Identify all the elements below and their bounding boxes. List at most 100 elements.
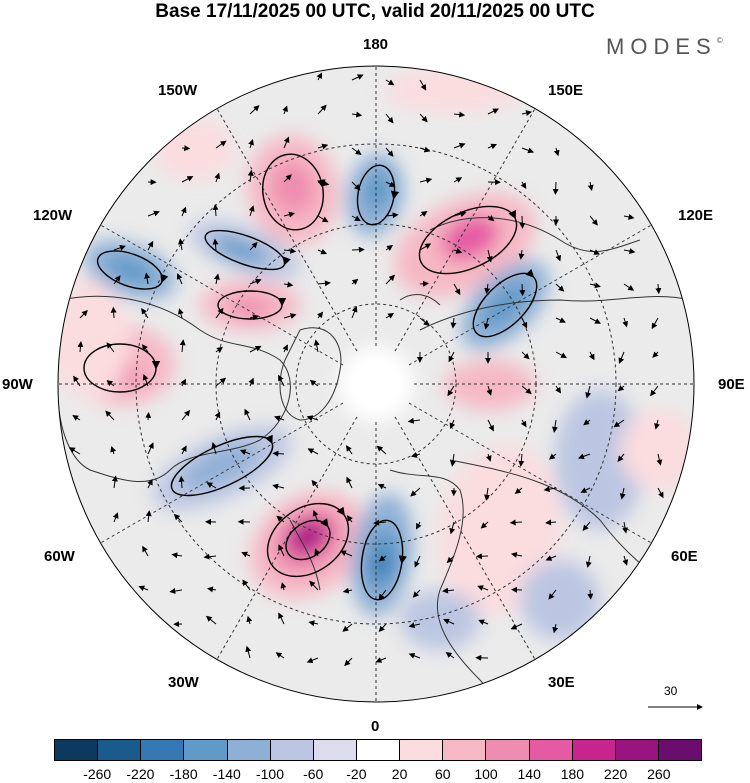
wind-arrow bbox=[283, 136, 290, 149]
coastline-segment bbox=[429, 217, 641, 253]
colorbar-segment bbox=[97, 740, 141, 760]
lon-label-120w: 120W bbox=[33, 207, 73, 224]
wind-arrow bbox=[142, 545, 149, 557]
wind-arrow bbox=[147, 240, 154, 251]
wind-arrow bbox=[112, 512, 119, 523]
wind-arrow bbox=[521, 110, 532, 117]
colorbar-tick-label: 180 bbox=[560, 766, 585, 782]
wind-arrow bbox=[309, 379, 319, 387]
brand-name: MODES bbox=[606, 34, 717, 59]
colorbar-tick-label: -260 bbox=[83, 766, 112, 782]
graticule bbox=[58, 66, 694, 702]
wind-arrow bbox=[342, 587, 353, 594]
wind-arrow bbox=[375, 657, 387, 663]
wind-arrow bbox=[272, 450, 285, 457]
meridian-line bbox=[216, 108, 358, 352]
wind-arrow bbox=[206, 482, 217, 489]
wind-arrow bbox=[248, 377, 254, 387]
wind-arrow bbox=[654, 419, 660, 430]
colorbar-tick-label: 20 bbox=[391, 766, 408, 782]
wind-arrow bbox=[623, 283, 635, 291]
lon-label-60e: 60E bbox=[671, 548, 698, 565]
colorbar bbox=[54, 739, 702, 761]
wind-arrow bbox=[487, 108, 499, 115]
wind-arrow bbox=[449, 419, 456, 430]
wind-arrow bbox=[215, 307, 224, 319]
streamlines bbox=[83, 153, 538, 601]
colorbar-segment bbox=[528, 740, 572, 760]
wind-arrow bbox=[351, 305, 358, 319]
wind-arrow bbox=[275, 652, 285, 659]
wind-arrow bbox=[105, 410, 115, 421]
wind-arrow bbox=[276, 515, 285, 523]
wind-arrow bbox=[385, 312, 395, 319]
wind-arrow bbox=[239, 449, 251, 456]
colorbar-tick-label: -100 bbox=[255, 766, 285, 782]
wind-arrow bbox=[385, 113, 394, 124]
wind-arrow bbox=[181, 145, 191, 152]
wind-arrow bbox=[142, 373, 149, 387]
wind-arrow bbox=[656, 453, 663, 466]
wind-arrow bbox=[623, 248, 636, 255]
wind-arrow bbox=[72, 415, 81, 421]
wind-arrow bbox=[652, 351, 659, 358]
lon-label-180: 180 bbox=[363, 36, 389, 53]
wind-arrow bbox=[585, 555, 592, 568]
meridian-line bbox=[394, 108, 536, 352]
wind-arrow bbox=[582, 521, 591, 531]
wind-arrow bbox=[178, 475, 185, 489]
wind-arrow bbox=[589, 282, 601, 289]
anomaly-blob bbox=[181, 443, 259, 489]
wind-arrow bbox=[141, 344, 149, 353]
wind-arrow bbox=[278, 544, 285, 557]
wind-arrow bbox=[147, 210, 160, 217]
wind-arrow bbox=[408, 622, 421, 629]
wind-arrow bbox=[249, 345, 262, 353]
wind-arrow bbox=[207, 586, 217, 593]
wind-arrow bbox=[244, 408, 251, 421]
wind-arrow bbox=[138, 585, 149, 592]
wind-arrow bbox=[351, 74, 364, 81]
wind-arrow bbox=[308, 620, 319, 627]
colorbar-tick-label: -60 bbox=[303, 766, 324, 782]
colorbar-segment bbox=[55, 740, 98, 760]
wind-arrow bbox=[283, 281, 294, 288]
wind-arrow bbox=[373, 519, 387, 526]
wind-arrow bbox=[385, 245, 394, 251]
wind-arrow bbox=[617, 385, 625, 392]
coastline-segment bbox=[279, 327, 342, 421]
wind-arrow bbox=[385, 212, 399, 219]
wind-arrow bbox=[443, 618, 455, 625]
wind-arrow bbox=[211, 442, 218, 455]
wind-arrow bbox=[241, 551, 251, 558]
wind-arrow bbox=[613, 419, 625, 428]
wind-arrow bbox=[585, 385, 592, 399]
wind-arrow bbox=[450, 317, 457, 329]
wind-arrow bbox=[448, 351, 455, 363]
wind-arrow bbox=[442, 587, 455, 594]
wind-arrow bbox=[144, 272, 151, 285]
anomaly-blob bbox=[445, 360, 535, 410]
modes-logo: MODES© bbox=[606, 34, 723, 60]
wind-arrow bbox=[181, 445, 187, 455]
wind-arrow bbox=[622, 521, 629, 534]
wind-arrow bbox=[484, 487, 490, 501]
wind-arrow bbox=[215, 377, 227, 387]
wind-arrow bbox=[419, 280, 429, 287]
lon-label-90w: 90W bbox=[2, 376, 33, 393]
wind-arrow bbox=[141, 307, 149, 319]
colorbar-segment bbox=[140, 740, 184, 760]
wind-arrow bbox=[589, 215, 598, 226]
wind-arrow bbox=[589, 317, 601, 324]
brand-mark: © bbox=[716, 36, 723, 45]
colorbar-segment bbox=[355, 740, 400, 760]
wind-arrow bbox=[521, 385, 532, 395]
wind-arrow bbox=[622, 317, 629, 328]
lon-label-90e: 90E bbox=[718, 376, 745, 393]
wind-arrow bbox=[111, 475, 118, 489]
wind-arrow bbox=[77, 341, 84, 353]
wind-arrow bbox=[282, 344, 288, 353]
wind-arrow bbox=[306, 657, 319, 664]
wind-arrow bbox=[555, 249, 562, 262]
anomaly-blob bbox=[372, 551, 392, 579]
